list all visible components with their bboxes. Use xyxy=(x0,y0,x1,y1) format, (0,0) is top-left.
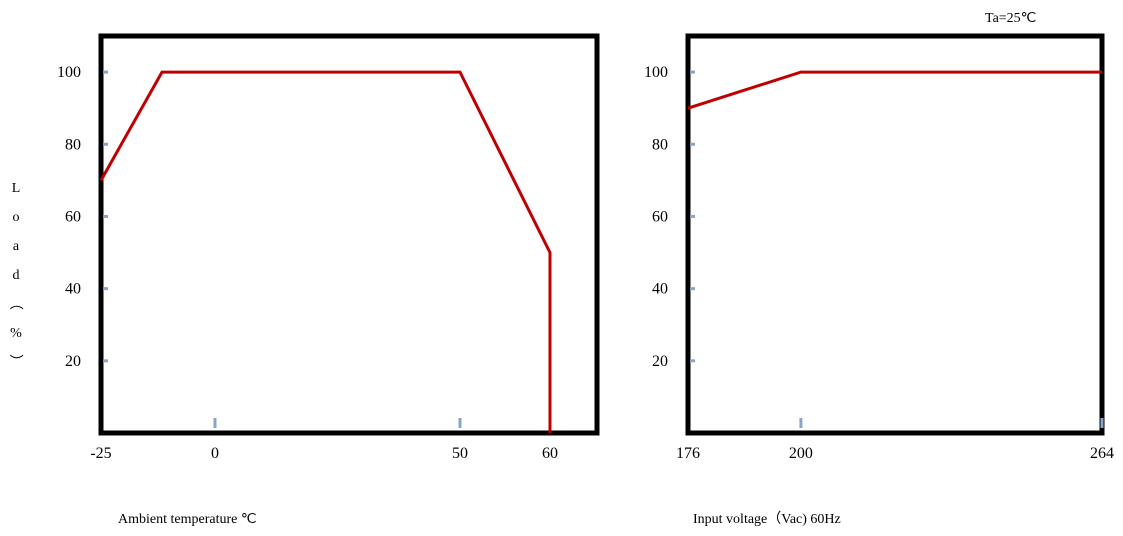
ambient-condition-annotation: Ta=25℃ xyxy=(985,11,1036,26)
load-curve-line xyxy=(687,70,1102,110)
x-tick-label: -25 xyxy=(90,445,111,462)
y-tick-label: 100 xyxy=(644,64,668,81)
x-tick-label: 176 xyxy=(676,445,700,462)
y-axis-label-char: d xyxy=(13,268,20,283)
temperature-derating-chart: 20 40 60 80 100 -25 0 50 60 Ambient temperature … xyxy=(7,33,600,527)
y-tick-label: 60 xyxy=(652,208,668,225)
voltage-chart-frame xyxy=(685,33,1105,436)
y-tick-label: 20 xyxy=(65,353,81,370)
y-axis-label-char: a xyxy=(13,239,20,254)
voltage-x-axis-label: Input voltage（Vac) 60Hz xyxy=(693,511,841,527)
y-axis-label-char: （ xyxy=(7,296,23,310)
x-tick-label: 264 xyxy=(1090,445,1114,462)
x-tick-label: 50 xyxy=(452,445,468,462)
temperature-x-axis-label: Ambient temperature ℃ xyxy=(118,512,257,527)
y-axis-label-char: o xyxy=(13,210,20,225)
y-tick-label: 100 xyxy=(57,64,81,81)
y-tick-label: 40 xyxy=(652,281,668,298)
y-tick-label: 80 xyxy=(65,136,81,153)
y-tick-label: 40 xyxy=(65,281,81,298)
x-tick-label: 60 xyxy=(542,445,558,462)
load-curve-line xyxy=(99,70,552,433)
voltage-derating-chart: 20 40 60 80 100 176 200 264 Ta=25℃ Input voltag… xyxy=(644,11,1114,527)
y-axis-label-char: ） xyxy=(7,354,23,368)
x-tick-label: 0 xyxy=(211,445,219,462)
y-axis-label-char: L xyxy=(12,181,21,196)
y-axis-label-char: % xyxy=(10,326,22,341)
temperature-chart-frame xyxy=(98,33,600,436)
y-tick-label: 80 xyxy=(652,136,668,153)
y-tick-label: 20 xyxy=(652,353,668,370)
y-tick-label: 60 xyxy=(65,208,81,225)
x-tick-label: 200 xyxy=(789,445,813,462)
